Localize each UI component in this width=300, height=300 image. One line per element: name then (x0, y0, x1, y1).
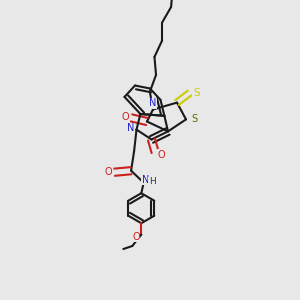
Text: S: S (193, 88, 200, 98)
Text: N: N (127, 123, 134, 133)
Text: O: O (122, 112, 129, 122)
Text: O: O (132, 232, 140, 242)
Text: S: S (191, 114, 197, 124)
Text: H: H (149, 177, 155, 186)
Text: O: O (105, 167, 112, 177)
Text: O: O (158, 149, 166, 160)
Text: N: N (149, 98, 156, 109)
Text: N: N (142, 175, 149, 185)
